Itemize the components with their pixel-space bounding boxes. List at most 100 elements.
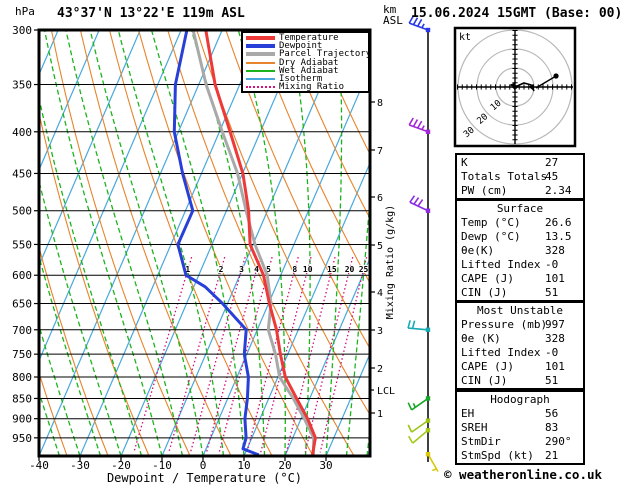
temp-tick-label: -10: [152, 459, 172, 472]
dewpoint-curve: [172, 30, 260, 456]
legend-swatch: [246, 44, 275, 49]
mixing-ratio-value-label: 5: [266, 265, 271, 274]
hodograph-end-dot: [553, 73, 559, 79]
panel-title: Most Unstable: [476, 304, 564, 317]
temp-tick-label: 10: [237, 459, 250, 472]
legend-label: Dry Adiabat: [279, 57, 339, 68]
row-value: 26.6: [545, 216, 572, 229]
altitude-axis-unit: km ASL: [383, 3, 403, 27]
temperature-curve: [204, 30, 317, 456]
legend-label: Isotherm: [279, 74, 323, 85]
legend-item: Mixing Ratio: [246, 83, 368, 92]
panel-row: Temp (°C) 26.6: [461, 216, 583, 230]
row-value: 101: [545, 360, 565, 373]
wind-barb: [425, 451, 439, 472]
row-label: StmDir: [461, 435, 501, 448]
pressure-tick-labels: 300 350 400 450 500 550 600 650 700 750 800 850 900 9…: [12, 24, 39, 445]
panel-row: CAPE (J) 101: [461, 360, 583, 374]
pressure-tick-label: 300: [12, 24, 32, 37]
pressure-tick-label: 500: [12, 205, 32, 218]
row-label: CIN (J): [461, 374, 508, 387]
indices-panel-surface: Surface Temp (°C) 26.6 Dewp (°C) 13.5 θe(K) 32…: [455, 199, 585, 302]
legend-item: Dewpoint: [246, 42, 368, 51]
km-tick-label: 4: [377, 288, 383, 299]
indices-panel-hodograph: Hodograph EH 56 SREH 83 StmDir 290° StmSpd (kt)…: [455, 390, 585, 465]
km-tick-labels: 1 2 3 4 5 6 7 8 LCL: [370, 98, 395, 420]
row-value: 101: [545, 272, 565, 285]
panel-row: StmSpd (kt) 21: [461, 449, 583, 463]
legend-item: Dry Adiabat: [246, 57, 368, 68]
parcel-trajectory-curve: [191, 30, 316, 455]
row-label: Temp (°C): [461, 216, 521, 229]
panel-row: StmDir 290°: [461, 435, 583, 449]
mixing-ratio-value-label: 10: [303, 265, 313, 274]
pressure-tick-label: 650: [12, 298, 32, 311]
row-label: θe(K): [461, 244, 495, 257]
wind-barb-column: [407, 15, 439, 472]
row-value: -0: [545, 258, 559, 271]
legend-swatch: [246, 69, 275, 72]
km-tick-label: 6: [377, 193, 383, 204]
row-value: 328: [545, 244, 565, 257]
row-value: 21: [545, 449, 559, 462]
mixing-ratio-value-label: 25: [359, 265, 369, 274]
pressure-tick-label: 550: [12, 238, 32, 251]
legend-item: Isotherm: [246, 74, 368, 85]
panel-row: CIN (J) 51: [461, 286, 583, 300]
pressure-tick-label: 450: [12, 167, 32, 180]
row-value: 45: [545, 170, 559, 183]
km-tick-label: 1: [377, 409, 383, 420]
mixing-ratio-value-label: 15: [327, 265, 337, 274]
pressure-tick-label: 400: [12, 126, 32, 139]
panel-row: Totals Totals 45: [461, 170, 583, 184]
mixing-ratio-axis-label: Mixing Ratio (g/kg): [385, 205, 396, 319]
panel-row: CAPE (J) 101: [461, 272, 583, 286]
row-value: 27: [545, 156, 559, 169]
pressure-tick-label: 750: [12, 348, 32, 361]
pressure-tick-label: 850: [12, 392, 32, 405]
legend-swatch: [246, 78, 275, 81]
panel-title: Surface: [496, 202, 544, 215]
row-label: K: [461, 156, 468, 169]
temp-tick-label: 20: [278, 459, 291, 472]
row-value: 2.34: [545, 184, 572, 197]
plot-frame: [37, 28, 372, 458]
panel-row: θe (K) 328: [461, 332, 583, 346]
indices-panel-most-unstable: Most Unstable Pressure (mb) 997 θe (K) 328 Li…: [455, 301, 585, 390]
panel-row: PW (cm) 2.34: [461, 184, 583, 198]
legend-label: Wet Adiabat: [279, 65, 339, 76]
pressure-tick-label: 800: [12, 371, 32, 384]
wind-barb: [409, 195, 431, 213]
legend: Temperature Dewpoint Parcel Trajectory Dry …: [241, 31, 371, 93]
hodograph-unit-label: kt: [459, 32, 471, 43]
x-axis-title: Dewpoint / Temperature (°C): [106, 471, 303, 485]
panel-title: Hodograph: [490, 393, 550, 406]
legend-item: Temperature: [246, 33, 368, 44]
mixing-ratio-value-label: 1: [185, 265, 190, 274]
mixing-ratio-value-label: 20: [345, 265, 355, 274]
row-label: Lifted Index: [461, 346, 541, 359]
wind-barb: [407, 396, 431, 411]
panel-row: K 27: [461, 156, 583, 170]
hodograph-frame: [453, 26, 577, 148]
row-label: SREH: [461, 421, 488, 434]
legend-swatch: [246, 86, 275, 89]
legend-label: Temperature: [279, 33, 339, 44]
panel-row: Lifted Index -0: [461, 258, 583, 272]
mixing-ratio-value-label: 3: [239, 265, 244, 274]
row-label: CIN (J): [461, 286, 508, 299]
panel-row: Pressure (mb) 997: [461, 318, 583, 332]
pressure-axis-unit: hPa: [15, 5, 35, 18]
wind-barb: [407, 428, 431, 444]
row-label: CAPE (J): [461, 272, 514, 285]
wind-barb: [408, 117, 431, 134]
km-tick-label: 7: [377, 146, 383, 157]
mixing-ratio-value-label: 8: [292, 265, 297, 274]
temp-tick-label: -40: [29, 459, 49, 472]
legend-item: Parcel Trajectory: [246, 50, 371, 59]
hodograph-trace-upper: [535, 75, 557, 89]
temp-tick-label: -30: [70, 459, 90, 472]
row-value: 328: [545, 332, 565, 345]
